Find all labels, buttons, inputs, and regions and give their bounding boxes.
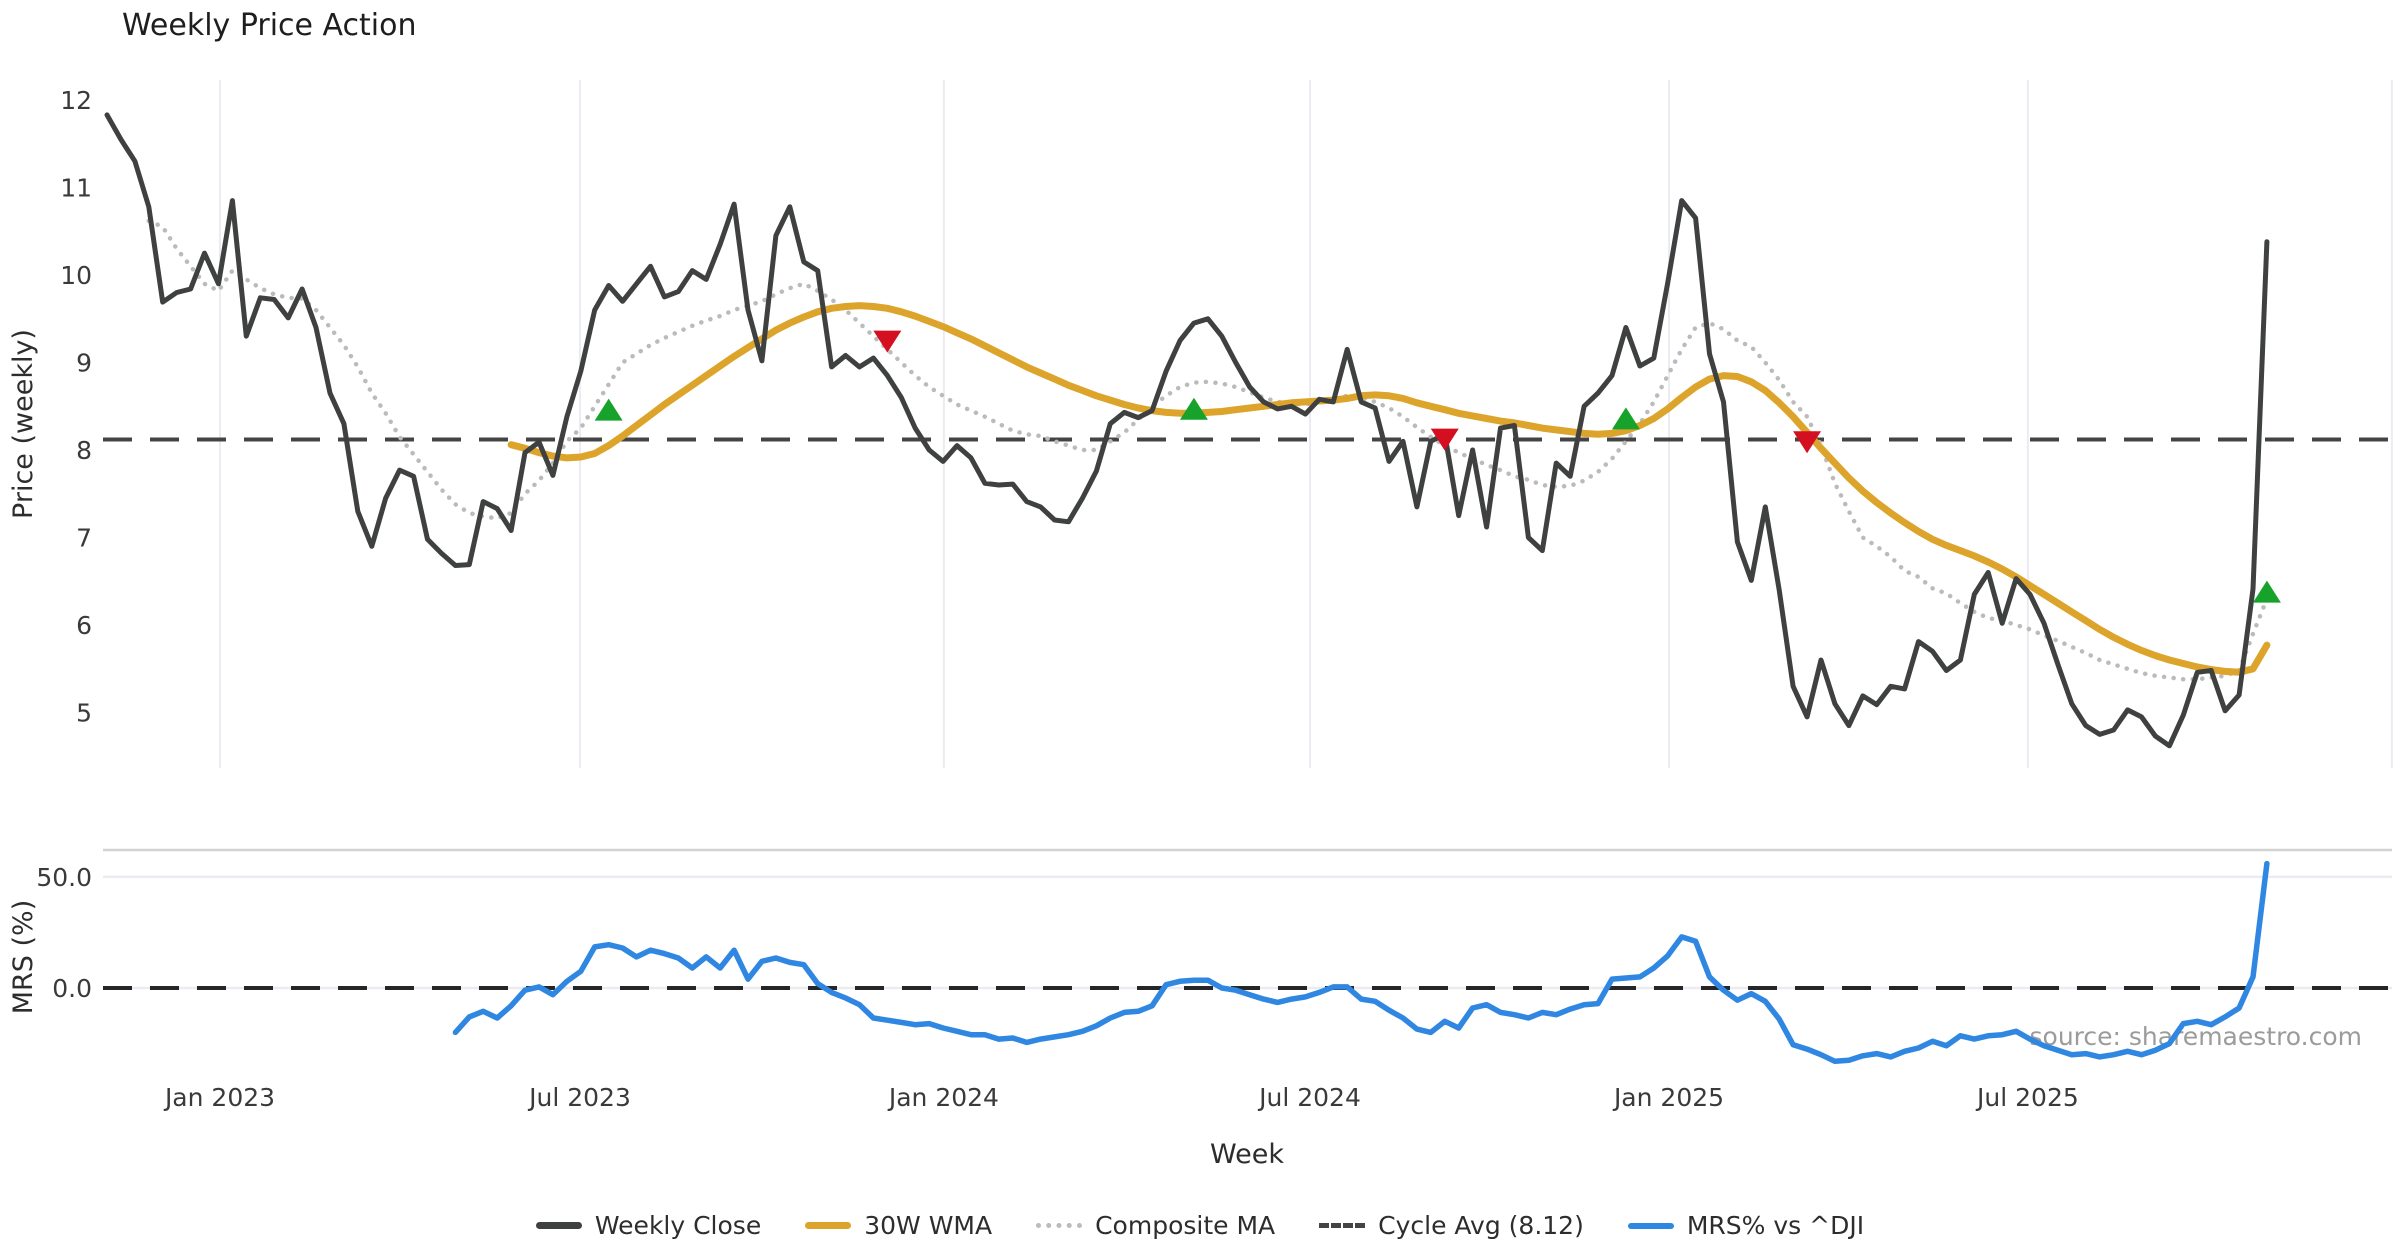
legend-item-weekly-close: Weekly Close bbox=[535, 1211, 762, 1240]
buy-signal-triangle-up-icon bbox=[2252, 580, 2281, 603]
buy-signal-triangle-up-icon bbox=[594, 398, 623, 421]
price-axis-label: Price (weekly) bbox=[8, 329, 39, 519]
sell-signal-triangle-down-icon bbox=[1793, 431, 1822, 454]
legend-item-composite-ma: Composite MA bbox=[1036, 1211, 1275, 1240]
chart-title: Weekly Price Action bbox=[122, 8, 417, 43]
price-tick-label: 7 bbox=[76, 524, 92, 553]
x-tick-label: Jan 2025 bbox=[1612, 1083, 1724, 1112]
legend-label: MRS% vs ^DJI bbox=[1686, 1211, 1865, 1240]
x-tick-label: Jul 2025 bbox=[1975, 1083, 2079, 1112]
x-tick-label: Jan 2023 bbox=[163, 1083, 275, 1112]
legend-item-cycle-avg: Cycle Avg (8.12) bbox=[1319, 1211, 1584, 1240]
price-tick-label: 9 bbox=[76, 349, 92, 378]
price-tick-label: 6 bbox=[76, 611, 92, 640]
price-tick-label: 12 bbox=[60, 86, 92, 115]
wma-line bbox=[507, 302, 2271, 676]
x-tick-label: Jan 2024 bbox=[887, 1083, 999, 1112]
wma-line-swatch-icon bbox=[805, 1222, 852, 1229]
mrs-tick-label: 50.0 bbox=[36, 863, 92, 892]
mrs-line bbox=[452, 860, 2270, 1065]
legend: Weekly Close 30W WMA Composite MA Cycle … bbox=[0, 1211, 2400, 1240]
x-tick-label: Jul 2024 bbox=[1257, 1083, 1361, 1112]
sell-signal-triangle-down-icon bbox=[873, 330, 902, 353]
legend-label: Cycle Avg (8.12) bbox=[1378, 1211, 1584, 1240]
x-tick-label: Jul 2023 bbox=[527, 1083, 631, 1112]
weekly-close-line-swatch-icon bbox=[535, 1222, 582, 1229]
mrs-tick-label: 0.0 bbox=[52, 974, 92, 1003]
buy-signal-triangle-up-icon bbox=[1611, 407, 1640, 430]
mrs-line-swatch-icon bbox=[1627, 1222, 1674, 1229]
legend-item-mrs: MRS% vs ^DJI bbox=[1627, 1211, 1865, 1240]
composite-ma-line bbox=[146, 218, 2270, 682]
cycle-avg-dashed-swatch-icon bbox=[1319, 1223, 1366, 1228]
mrs-axis-label: MRS (%) bbox=[8, 900, 39, 1015]
price-tick-label: 10 bbox=[60, 261, 92, 290]
buy-signal-triangle-up-icon bbox=[1179, 397, 1208, 420]
legend-item-30w-wma: 30W WMA bbox=[805, 1211, 992, 1240]
price-tick-label: 5 bbox=[76, 699, 92, 728]
x-axis-label: Week bbox=[1210, 1139, 1284, 1170]
price-tick-label: 8 bbox=[76, 436, 92, 465]
price-tick-label: 11 bbox=[60, 174, 92, 203]
legend-label: Weekly Close bbox=[594, 1211, 762, 1240]
legend-label: 30W WMA bbox=[864, 1211, 993, 1240]
sell-signal-triangle-down-icon bbox=[1430, 428, 1459, 451]
source-watermark: source: sharemaestro.com bbox=[2029, 1022, 2363, 1051]
weekly-close-line bbox=[104, 112, 2270, 749]
legend-label: Composite MA bbox=[1095, 1211, 1276, 1240]
composite-ma-dotted-swatch-icon bbox=[1036, 1223, 1083, 1228]
